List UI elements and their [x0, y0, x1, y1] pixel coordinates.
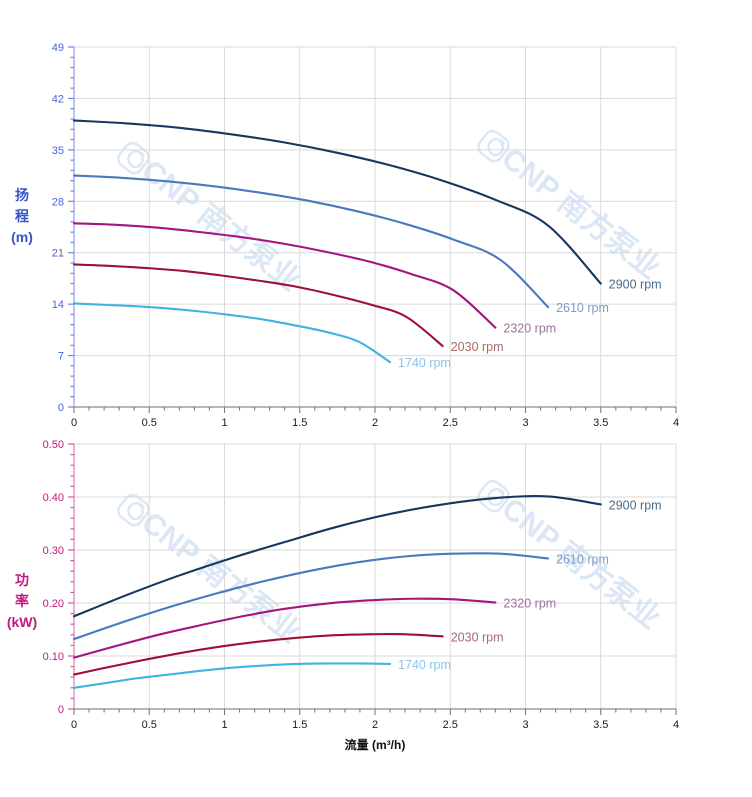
- y-tick-label: 49: [52, 42, 64, 54]
- watermark-instance: CNP 南方泵业: [117, 493, 307, 650]
- series-label-1740-rpm: 1740 rpm: [398, 658, 451, 672]
- series-label-2320-rpm: 2320 rpm: [503, 596, 556, 610]
- cnp-logo-badge: [477, 479, 510, 513]
- series-label-2900-rpm: 2900 rpm: [609, 498, 662, 512]
- y-tick-label: 0.50: [43, 439, 64, 451]
- y-tick-label: 7: [58, 351, 64, 363]
- cnp-logo-badge: [477, 129, 510, 163]
- cnp-logo-badge: [117, 493, 150, 527]
- series-curve-2610-rpm: [72, 552, 550, 641]
- y-tick-label: 0: [58, 402, 64, 414]
- y-axis-title-line: 程: [15, 208, 29, 224]
- y-tick-label: 0.30: [43, 545, 64, 557]
- y-tick-label: 35: [52, 145, 64, 157]
- y-tick-label: 21: [52, 248, 64, 260]
- y-tick-label: 14: [52, 299, 64, 311]
- y-tick-label: 0.10: [43, 651, 64, 663]
- series-label-2030-rpm: 2030 rpm: [451, 340, 504, 354]
- y-axis-title-power-curve: 功率 (kW): [7, 572, 37, 630]
- vertical-gridlines: [148, 444, 677, 709]
- series-label-1740-rpm: 1740 rpm: [398, 356, 451, 370]
- watermark-label: CNP 南方泵业: [495, 141, 667, 285]
- y-axis-title-line: 率: [15, 593, 29, 609]
- x-tick-label: 1.5: [292, 417, 307, 429]
- cnp-logo-icon: [117, 493, 150, 527]
- cnp-logo-swirl: [487, 138, 506, 157]
- x-tick-label: 3.5: [593, 417, 608, 429]
- x-tick-label: 4: [673, 417, 679, 429]
- x-tick-label: 2.5: [443, 719, 458, 731]
- series-label-2610-rpm: 2610 rpm: [556, 301, 609, 315]
- x-axis-ticks: 0 0.5 1 1.5 2 2.5 3 3.5 4: [71, 407, 679, 429]
- x-axis-ticks: 0 0.5 1 1.5 2 2.5 3 3.5 4: [71, 709, 679, 731]
- x-tick-label: 0.5: [142, 417, 157, 429]
- series-curve-1740-rpm: [72, 302, 392, 364]
- series-curve-2320-rpm: [72, 222, 497, 329]
- cnp-logo-swirl: [127, 150, 146, 169]
- series-curve-1740-rpm: [72, 662, 392, 689]
- x-tick-label: 2.5: [443, 417, 458, 429]
- x-tick-label: 0.5: [142, 719, 157, 731]
- x-tick-label: 1: [221, 417, 227, 429]
- series-label-2900-rpm: 2900 rpm: [609, 278, 662, 292]
- series-curve-2030-rpm: [72, 263, 444, 348]
- cnp-logo-icon: [477, 129, 510, 163]
- y-tick-label: 0.40: [43, 492, 64, 504]
- y-axis-title-line: 功: [15, 572, 29, 588]
- series-curve-2900-rpm: [72, 495, 602, 618]
- x-tick-label: 1.5: [292, 719, 307, 731]
- y-tick-label: 28: [52, 196, 64, 208]
- series-label-2610-rpm: 2610 rpm: [556, 552, 609, 566]
- x-tick-label: 3: [522, 719, 528, 731]
- y-axis-title-line: 扬: [15, 187, 29, 203]
- x-tick-label: 1: [221, 719, 227, 731]
- series-curve-2030-rpm: [72, 633, 444, 676]
- x-tick-label: 3.5: [593, 719, 608, 731]
- y-tick-label: 42: [52, 93, 64, 105]
- series-curve-2900-rpm: [72, 119, 602, 285]
- x-tick-label: 0: [71, 719, 77, 731]
- x-tick-label: 4: [673, 719, 679, 731]
- series-curve-2610-rpm: [72, 174, 550, 309]
- x-axis-title: 流量 (m³/h): [345, 737, 406, 752]
- y-axis-title-head-curve: 扬程 (m): [11, 187, 33, 245]
- y-axis-title-line: (kW): [7, 614, 37, 630]
- y-tick-label: 0: [58, 704, 64, 716]
- y-axis-title-line: (m): [11, 229, 33, 245]
- x-tick-label: 2: [372, 719, 378, 731]
- series-label-2320-rpm: 2320 rpm: [503, 322, 556, 336]
- series-curve-2320-rpm: [72, 597, 497, 659]
- x-tick-label: 0: [71, 417, 77, 429]
- y-axis-ticks: 0 0.10 0.20 0.30 0.40 0.50: [43, 439, 74, 716]
- series-label-2030-rpm: 2030 rpm: [451, 630, 504, 644]
- x-tick-label: 3: [522, 417, 528, 429]
- y-tick-label: 0.20: [43, 598, 64, 610]
- cnp-logo-swirl: [127, 502, 146, 521]
- chart-panel-power-curve: 0 0.10 0.20 0.30 0.40 0.50 0 0.5 1 1.5 2 2.5 3 3.5 4 29…: [7, 439, 679, 752]
- x-tick-label: 2: [372, 417, 378, 429]
- y-axis-ticks: 0 7 14 21 28 35 42 49: [52, 42, 74, 414]
